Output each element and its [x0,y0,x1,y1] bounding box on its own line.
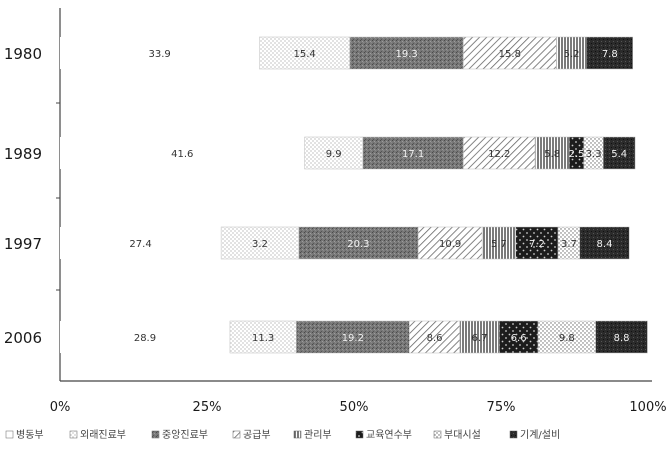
data-label: 2.5 [569,149,585,160]
category-label: 2006 [4,329,42,347]
data-label: 7.8 [602,49,618,60]
legend-label: 공급부 [243,429,271,441]
x-tick-label: 0% [50,400,71,415]
x-tick-label: 100% [629,400,666,415]
legend-swatch [69,430,78,439]
bar-segment [60,321,230,353]
data-label: 12.2 [488,149,510,160]
bar-segment [60,37,260,69]
bar-segment [481,226,516,260]
bar-segment [304,136,364,170]
bar-segment [463,36,557,70]
data-label: 5.7 [491,239,507,250]
bar-segment [349,36,464,70]
legend-label: 중앙진료부 [162,429,208,441]
legend-swatch [232,430,241,439]
bar-segment [362,136,464,170]
x-tick-label: 50% [340,400,369,415]
legend-label: 기계/설비 [520,429,560,441]
legend-label: 관리부 [304,429,332,441]
bar-segment [537,320,596,354]
x-axis-ticks: 0% 25% 50% 75% 100% [50,400,667,415]
legend-swatch [293,430,302,439]
data-label: 9.9 [326,149,342,160]
data-label: 3.3 [586,149,602,160]
bar-segment [498,320,539,354]
bar-segment [595,320,648,354]
data-label: 6.6 [511,333,527,344]
chart-axes [56,8,652,382]
legend-swatch [151,430,160,439]
legend-swatch [433,430,442,439]
data-label: 6.7 [472,333,488,344]
bar-segment [259,36,351,70]
legend-swatch [5,430,14,439]
data-label: 15.4 [293,49,315,60]
data-label: 3.7 [561,239,577,250]
bar-segment [220,226,299,260]
legend-swatch [509,430,518,439]
y-axis-labels: 1980 1989 1997 2006 [4,45,42,347]
data-label: 5.8 [544,149,560,160]
legend-label: 부대시설 [444,429,481,441]
bar-segment [298,226,419,260]
data-label: 17.1 [402,149,424,160]
data-label: 15.8 [499,49,521,60]
data-label: 5.2 [564,49,580,60]
category-label: 1997 [4,235,42,253]
legend: 병동부 외래진료부 중앙진료부 공급부 관리부 교육연수부 부대시설 기계/설비 [5,429,560,441]
data-label: 28.9 [134,333,156,344]
data-label: 9.8 [559,333,575,344]
bar-segment [603,136,636,170]
category-label: 1980 [4,45,42,63]
data-label: 3.2 [252,239,268,250]
data-label: 41.6 [171,149,193,160]
bar-segment [579,226,630,260]
data-label: 5.4 [611,149,627,160]
data-label: 8.4 [597,239,613,250]
category-label: 1989 [4,145,42,163]
bar-segment [586,36,633,70]
data-label: 20.3 [347,239,369,250]
data-label: 8.6 [427,333,443,344]
data-label: 19.2 [342,333,364,344]
data-label: 7.2 [529,239,545,250]
data-label: 33.9 [149,49,171,60]
data-label: 19.3 [395,49,417,60]
x-tick-label: 25% [193,400,222,415]
data-label: 27.4 [129,239,151,250]
x-tick-label: 75% [487,400,516,415]
legend-label: 외래진료부 [80,429,126,441]
bar-segment [60,137,305,169]
bar-segment [409,320,461,354]
bar-segment [534,136,570,170]
bar-segment [229,320,297,354]
bar-segment [417,226,483,260]
data-label: 11.3 [252,333,274,344]
data-label: 8.8 [614,333,630,344]
data-label: 10.9 [439,239,461,250]
legend-label: 병동부 [16,429,44,441]
legend-swatch [355,430,364,439]
bars-layer: 33.9 15.4 19.3 15.8 5.2 7.8 41.6 9.9 17.1 12.2 5.8… [60,36,648,354]
bar-segment [60,227,222,259]
legend-label: 교육연수부 [366,429,412,441]
